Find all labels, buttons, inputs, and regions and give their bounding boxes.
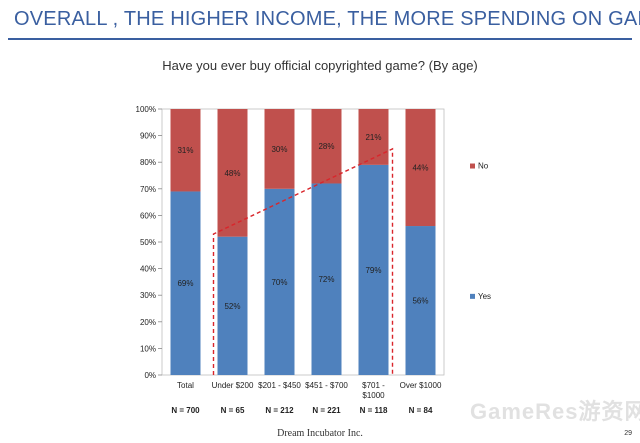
bar-no [264, 109, 295, 189]
legend-label-yes: Yes [478, 292, 491, 301]
sample-size-label: N = 221 [312, 406, 341, 415]
x-tick-label: Under $200 [212, 381, 254, 390]
y-tick-label: 80% [140, 158, 156, 167]
bar-no [311, 109, 342, 184]
y-tick-label: 100% [136, 105, 156, 114]
bar-yes [217, 236, 248, 375]
bar-yes [170, 191, 201, 375]
y-tick-label: 0% [144, 371, 156, 380]
bar-yes [264, 188, 295, 375]
legend-swatch-no [470, 163, 475, 169]
trend-annotation [212, 147, 394, 375]
data-label-yes: 79% [365, 266, 381, 275]
page-title: OVERALL , THE HIGHER INCOME, THE MORE SP… [14, 8, 640, 30]
legend-swatch-yes [470, 293, 475, 299]
y-tick-label: 60% [140, 211, 156, 220]
y-tick-label: 30% [140, 291, 156, 300]
data-label-no: 31% [177, 146, 193, 155]
bar-yes [358, 164, 389, 375]
y-tick-label: 10% [140, 344, 156, 353]
x-tick-label: $451 - $700 [305, 381, 348, 390]
sample-size-label: N = 212 [265, 406, 294, 415]
x-tick-label: $701 - [362, 381, 385, 390]
sample-size-label: N = 65 [221, 406, 245, 415]
y-tick-label: 20% [140, 318, 156, 327]
page-number: 29 [624, 430, 632, 437]
data-label-no: 28% [318, 142, 334, 151]
watermark: GameRes游资网 [470, 399, 640, 424]
header: OVERALL , THE HIGHER INCOME, THE MORE SP… [0, 0, 640, 40]
data-label-yes: 56% [412, 297, 428, 306]
data-label-no: 48% [224, 169, 240, 178]
data-label-yes: 70% [271, 278, 287, 287]
bar-no [358, 109, 389, 165]
sample-size-label: N = 84 [409, 406, 433, 415]
chart-title: Have you ever buy official copyrighted g… [162, 58, 478, 73]
sample-size-label: N = 118 [360, 406, 388, 415]
data-label-yes: 52% [224, 302, 240, 311]
y-tick-label: 90% [140, 132, 156, 141]
bar-yes [405, 226, 436, 375]
bar-no [217, 109, 248, 237]
x-tick-label: $1000 [362, 391, 385, 400]
title-divider [8, 38, 632, 40]
data-label-no: 44% [412, 164, 428, 173]
bar-no [405, 109, 436, 227]
y-tick-label: 40% [140, 265, 156, 274]
x-tick-label: $201 - $450 [258, 381, 301, 390]
plot-area [161, 108, 445, 376]
bar-no [170, 109, 201, 192]
y-tick-label: 50% [140, 238, 156, 247]
data-label-no: 21% [365, 133, 381, 142]
data-label-no: 30% [271, 145, 287, 154]
bar-yes [311, 183, 342, 375]
footer-company: Dream Incubator Inc. [277, 428, 363, 439]
x-tick-label: Over $1000 [400, 381, 442, 390]
data-label-yes: 69% [177, 279, 193, 288]
data-label-yes: 72% [318, 275, 334, 284]
sample-size-label: N = 700 [171, 406, 200, 415]
y-tick-label: 70% [140, 185, 156, 194]
x-tick-label: Total [177, 381, 194, 390]
legend-label-no: No [478, 162, 489, 171]
